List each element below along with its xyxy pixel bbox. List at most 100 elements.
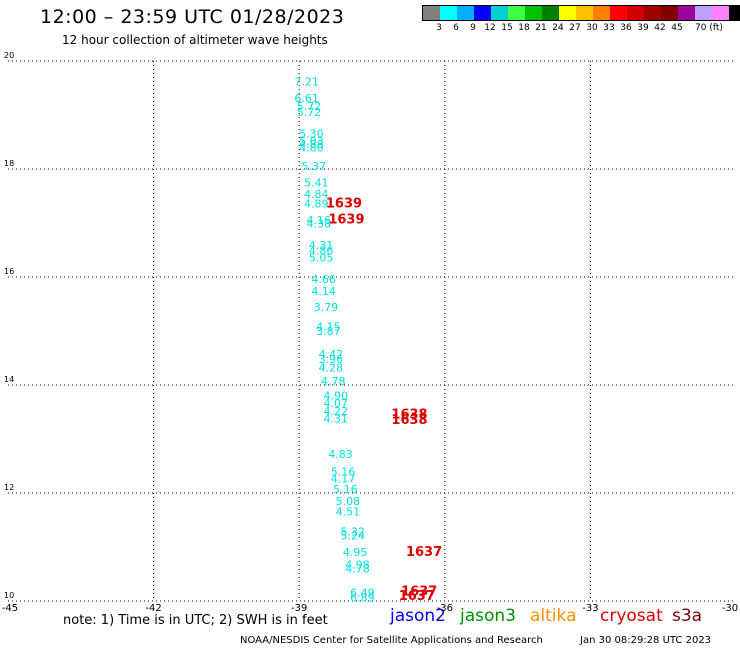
data-point-label: 5.30 (299, 128, 324, 141)
colorbar-swatch (457, 6, 474, 20)
x-tick-label: -45 (2, 603, 18, 614)
data-point-label: 4.31 (323, 412, 348, 425)
data-point-label: 6.61 (294, 92, 319, 105)
colorbar-swatch (559, 6, 576, 20)
data-point-label: 4.89 (304, 197, 329, 210)
colorbar-swatch (695, 6, 712, 20)
colorbar-label: 3 (436, 23, 442, 33)
colorbar-label: 18 (518, 23, 530, 33)
data-point-label: 1637 (399, 589, 435, 604)
data-point-label: 5.03 (299, 135, 324, 148)
satellite-label-jason2: jason2 (390, 606, 446, 626)
colorbar-swatch (627, 6, 644, 20)
data-point-label: 4.95 (343, 546, 368, 559)
x-tick-label: -36 (437, 603, 453, 614)
data-point-label: 1638 (391, 413, 427, 428)
colorbar-label: 42 (654, 23, 666, 33)
data-point-label: 3.79 (314, 301, 339, 314)
data-point-label: 5.72 (297, 100, 322, 113)
data-point-label: 1637 (406, 545, 442, 560)
data-point-label: 4.17 (331, 473, 356, 486)
colorbar-label: 39 (637, 23, 649, 33)
colorbar-label: 15 (501, 23, 513, 33)
data-point-label: 5.16 (331, 466, 356, 479)
data-point-label: 4.07 (323, 397, 348, 410)
satellite-label-altika: altika (530, 606, 577, 626)
data-point-label: 6.89 (350, 592, 375, 605)
data-point-label: 4.98 (345, 559, 370, 572)
colorbar-swatch (593, 6, 610, 20)
colorbar-label: 30 (586, 23, 598, 33)
satellite-label-cryosat: cryosat (600, 606, 663, 626)
colorbar-swatch (491, 6, 508, 20)
footer-note: note: 1) Time is in UTC; 2) SWH is in fe… (63, 613, 328, 628)
colorbar-swatch (576, 6, 593, 20)
data-point-label: 1639 (326, 196, 362, 211)
data-point-label: 4.38 (306, 217, 331, 230)
data-point-label: 5.72 (297, 106, 322, 119)
data-point-label: 3.87 (316, 325, 341, 338)
colorbar-swatch (423, 6, 440, 20)
data-point-label: 4.28 (319, 362, 344, 375)
y-tick-label: 12 (4, 483, 14, 492)
y-tick-label: 16 (4, 267, 14, 276)
colorbar-label: 45 (671, 23, 683, 33)
colorbar-swatch (729, 6, 740, 20)
data-point-label: 4.16 (306, 214, 331, 227)
data-point-label: 4.66 (311, 273, 336, 286)
colorbar-swatch (610, 6, 627, 20)
colorbar-swatch (525, 6, 542, 20)
data-point-label: 4.22 (323, 405, 348, 418)
x-tick-label: -33 (582, 603, 598, 614)
data-point-label: 4.86 (309, 244, 334, 257)
data-point-label: 4.88 (299, 138, 324, 151)
data-point-label: 5.41 (304, 176, 329, 189)
data-point-label: 4.14 (311, 285, 336, 298)
colorbar-label: 6 (453, 23, 459, 33)
colorbar-swatches (422, 5, 740, 21)
colorbar-label: 27 (569, 23, 581, 33)
y-tick-label: 10 (4, 591, 14, 600)
y-tick-label: 18 (4, 159, 14, 168)
colorbar-swatch (712, 6, 729, 20)
x-tick-label: -30 (722, 603, 738, 614)
chart-title: 12:00 – 23:59 UTC 01/28/2023 (40, 6, 345, 28)
satellite-label-jason3: jason3 (460, 606, 516, 626)
colorbar-label: 9 (470, 23, 476, 33)
data-point-label: 4.83 (328, 448, 353, 461)
data-point-label: 6.49 (350, 587, 375, 600)
colorbar-swatch (661, 6, 678, 20)
colorbar-label: 12 (484, 23, 496, 33)
data-point-label: 4.31 (309, 239, 334, 252)
data-point-label: 5.08 (336, 495, 361, 508)
colorbar-swatch (440, 6, 457, 20)
data-point-label: 4.15 (316, 320, 341, 333)
y-tick-label: 20 (4, 51, 14, 60)
data-point-label: 5.37 (302, 160, 327, 173)
colorbar-label: 21 (535, 23, 547, 33)
data-point-label: 4.78 (345, 562, 370, 575)
tick-labels: -45 -42 -39 -36 -33 -30 10 12 14 16 18 20 (2, 51, 738, 614)
data-point-label: 4.80 (299, 142, 324, 155)
data-point-label: 4.90 (323, 390, 348, 403)
data-point-label: 5.16 (333, 483, 358, 496)
data-points: 7.21 6.615.725.72 5.305.034.884.80 5.37 5.41… (294, 75, 442, 604)
credit-text: NOAA/NESDIS Center for Satellite Applica… (240, 635, 543, 646)
colorbar-swatch (508, 6, 525, 20)
data-point-label: 1638 (391, 407, 427, 422)
data-point-label: 3.96 (319, 353, 344, 366)
data-point-label: 1637 (401, 585, 437, 600)
data-point-label: 7.21 (294, 75, 319, 88)
data-point-label: 4.42 (319, 348, 344, 361)
grid (8, 60, 736, 602)
colorbar-label: 24 (552, 23, 564, 33)
data-point-label: 4.78 (321, 375, 346, 388)
colorbar-swatch (678, 6, 695, 20)
generated-timestamp: Jan 30 08:29:28 UTC 2023 (580, 635, 712, 646)
data-point-label: 5.32 (340, 526, 365, 539)
data-point-label: 5.24 (340, 529, 365, 542)
satellite-label-s3a: s3a (672, 606, 703, 626)
x-tick-label: -39 (291, 603, 307, 614)
data-point-label: 4.84 (304, 188, 329, 201)
